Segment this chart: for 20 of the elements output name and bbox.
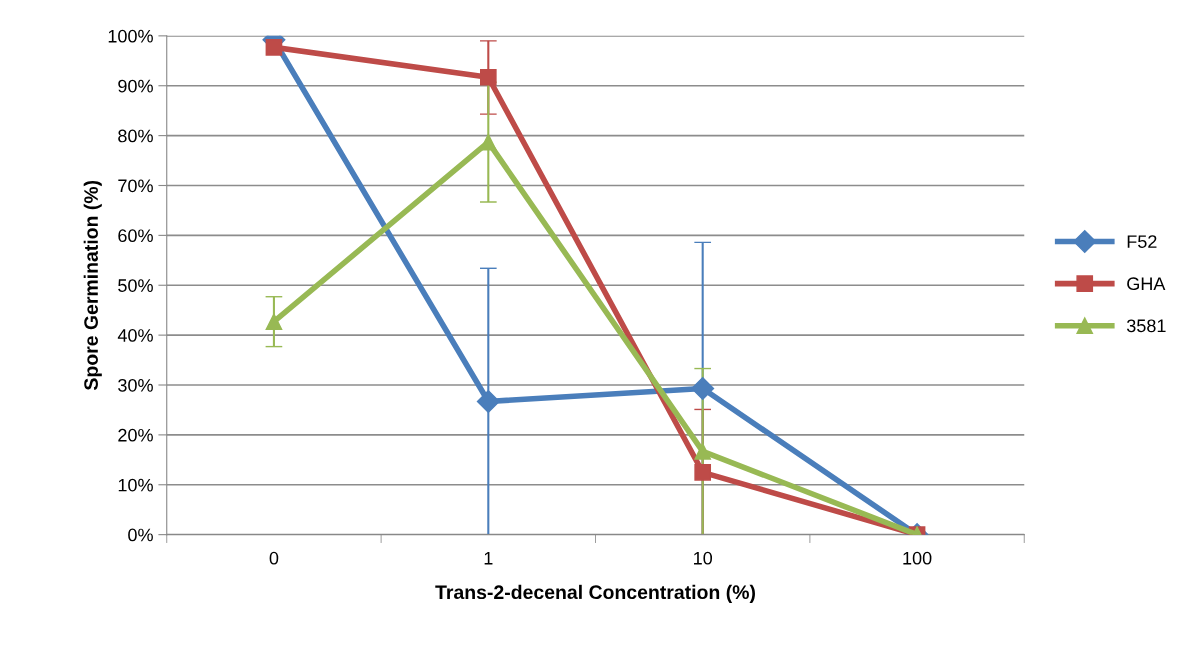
legend-label: F52 [1127, 235, 1157, 248]
y-tick-label: 90% [118, 79, 153, 93]
y-tick-label: 60% [118, 229, 153, 243]
y-tick-label: 20% [118, 428, 153, 442]
legend-label: GHA [1127, 277, 1166, 291]
x-axis-title: Trans-2-decenal Concentration (%) [435, 584, 755, 603]
x-tick-label: 10 [694, 551, 713, 565]
y-tick-label: 80% [118, 129, 153, 143]
y-tick-label: 0% [128, 528, 153, 542]
y-tick-label: 70% [118, 179, 153, 193]
x-tick-label: 0 [269, 551, 279, 565]
y-axis-title: Spore Germination (%) [83, 180, 102, 391]
x-tick-label: 1 [484, 551, 493, 565]
y-tick-label: 50% [118, 279, 153, 292]
x-tick-label: 100 [903, 551, 932, 565]
legend-label: 3581 [1126, 319, 1166, 333]
y-tick-label: 30% [118, 378, 153, 392]
y-tick-label: 40% [117, 329, 153, 342]
y-tick-label: 10% [118, 478, 153, 492]
y-tick-label: 100% [108, 29, 153, 43]
